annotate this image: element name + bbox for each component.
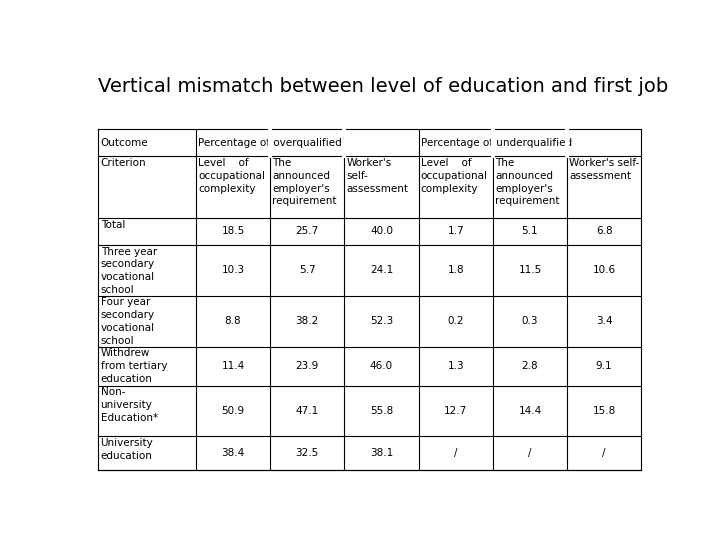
Text: 1.3: 1.3 xyxy=(447,361,464,371)
Text: University
education: University education xyxy=(101,438,153,461)
Text: 55.8: 55.8 xyxy=(370,406,393,416)
Text: 12.7: 12.7 xyxy=(444,406,467,416)
Text: 46.0: 46.0 xyxy=(370,361,393,371)
Text: 0.2: 0.2 xyxy=(447,316,464,326)
Text: Four year
secondary
vocational
school: Four year secondary vocational school xyxy=(101,298,155,346)
Text: 3.4: 3.4 xyxy=(596,316,613,326)
Text: 40.0: 40.0 xyxy=(370,226,393,237)
Text: 24.1: 24.1 xyxy=(370,265,393,275)
Text: Three year
secondary
vocational
school: Three year secondary vocational school xyxy=(101,247,157,295)
Text: 52.3: 52.3 xyxy=(370,316,393,326)
Text: Criterion: Criterion xyxy=(101,158,146,168)
Text: 1.8: 1.8 xyxy=(447,265,464,275)
Text: Vertical mismatch between level of education and first job: Vertical mismatch between level of educa… xyxy=(99,77,669,96)
Text: 47.1: 47.1 xyxy=(296,406,319,416)
Text: 50.9: 50.9 xyxy=(222,406,245,416)
Text: Outcome: Outcome xyxy=(101,138,148,148)
Text: Level    of
occupational
complexity: Level of occupational complexity xyxy=(198,158,265,193)
Text: 8.8: 8.8 xyxy=(225,316,241,326)
Text: 38.1: 38.1 xyxy=(370,448,393,458)
Text: 9.1: 9.1 xyxy=(596,361,613,371)
Text: 32.5: 32.5 xyxy=(296,448,319,458)
Text: 11.4: 11.4 xyxy=(221,361,245,371)
Text: Total: Total xyxy=(101,220,125,229)
Text: /: / xyxy=(528,448,531,458)
Text: /: / xyxy=(454,448,457,458)
Text: 10.6: 10.6 xyxy=(593,265,616,275)
Text: /: / xyxy=(603,448,606,458)
Text: Level    of
occupational
complexity: Level of occupational complexity xyxy=(420,158,488,193)
Text: 15.8: 15.8 xyxy=(593,406,616,416)
Text: The
announced
employer's
requirement: The announced employer's requirement xyxy=(495,158,559,206)
Text: Percentage of overqualified: Percentage of overqualified xyxy=(198,138,342,148)
Text: 14.4: 14.4 xyxy=(518,406,541,416)
Text: 38.4: 38.4 xyxy=(221,448,245,458)
Text: The
announced
employer's
requirement: The announced employer's requirement xyxy=(272,158,337,206)
Text: Worker's self-
assessment: Worker's self- assessment xyxy=(570,158,639,181)
Text: 0.3: 0.3 xyxy=(522,316,538,326)
Text: 6.8: 6.8 xyxy=(596,226,613,237)
Text: 2.8: 2.8 xyxy=(521,361,539,371)
Text: 10.3: 10.3 xyxy=(222,265,245,275)
Text: 23.9: 23.9 xyxy=(296,361,319,371)
Text: Withdrew
from tertiary
education: Withdrew from tertiary education xyxy=(101,348,167,384)
Text: 11.5: 11.5 xyxy=(518,265,541,275)
Text: 5.1: 5.1 xyxy=(521,226,539,237)
Text: 25.7: 25.7 xyxy=(296,226,319,237)
Text: Percentage of underqualified: Percentage of underqualified xyxy=(420,138,572,148)
Text: 5.7: 5.7 xyxy=(299,265,315,275)
Text: Worker's
self-
assessment: Worker's self- assessment xyxy=(346,158,408,193)
Text: 18.5: 18.5 xyxy=(221,226,245,237)
Text: 1.7: 1.7 xyxy=(447,226,464,237)
Text: Non-
university
Education*: Non- university Education* xyxy=(101,387,158,423)
Text: 38.2: 38.2 xyxy=(296,316,319,326)
